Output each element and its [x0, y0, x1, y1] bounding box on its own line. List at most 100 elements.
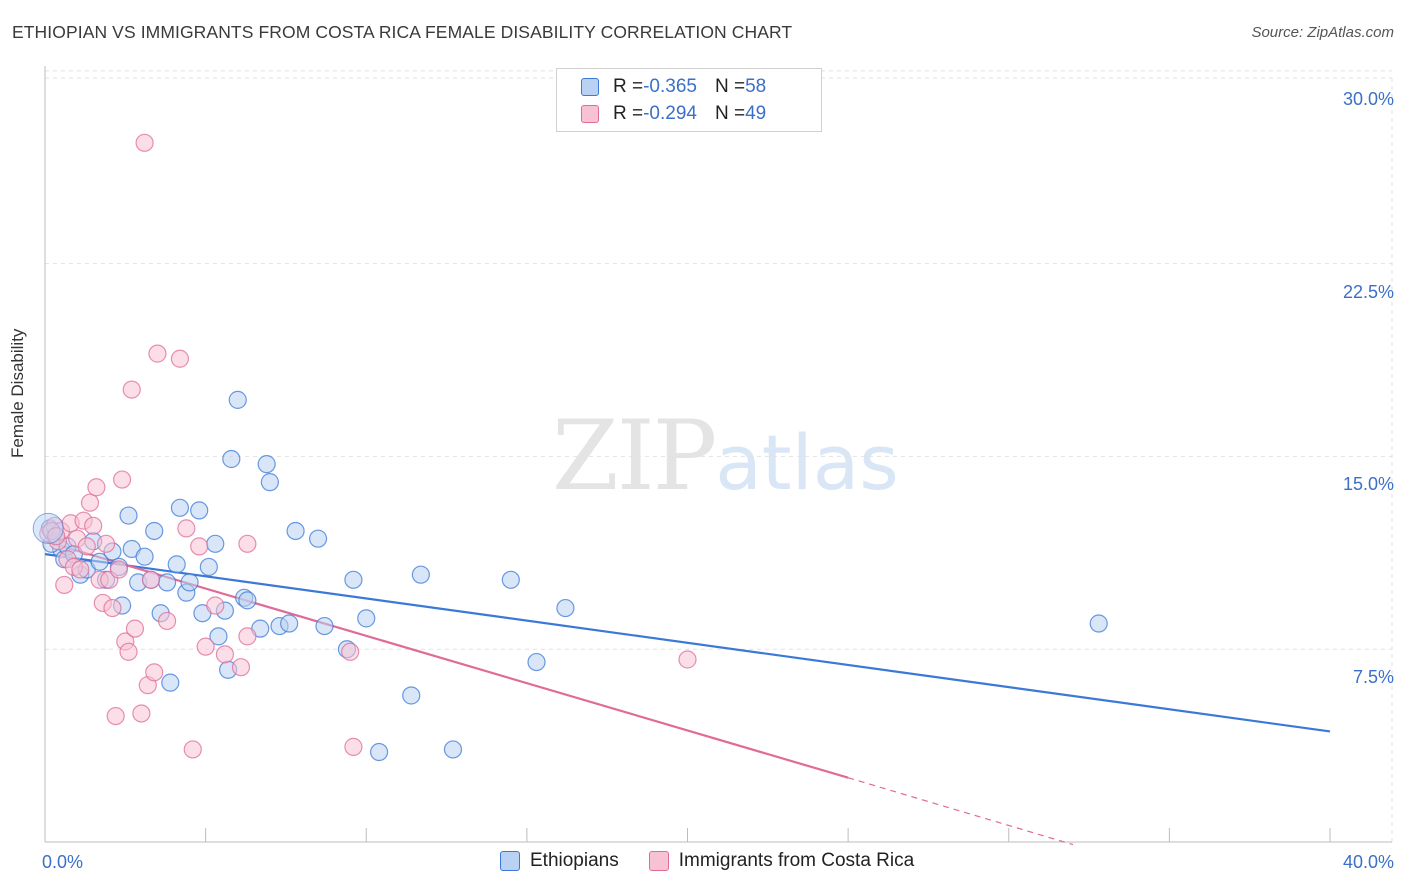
data-point — [443, 740, 463, 759]
legend-n-label: N = — [714, 76, 746, 97]
data-point — [145, 663, 164, 682]
legend-r-label: R = — [613, 103, 644, 124]
trend-extension-1 — [847, 777, 1074, 846]
data-point — [344, 570, 363, 589]
data-point — [122, 380, 141, 399]
grid-lines — [45, 70, 1393, 842]
data-point — [119, 506, 138, 525]
x-tick-label: 0.0% — [42, 852, 84, 872]
y-axis-label: Female Disability — [8, 328, 27, 458]
data-point — [183, 740, 202, 759]
y-tick-label: 7.5% — [1352, 667, 1394, 688]
data-point — [527, 652, 546, 672]
y-tick-label: 22.5% — [1342, 281, 1394, 302]
data-point — [190, 537, 209, 556]
data-point — [135, 547, 154, 566]
data-point — [71, 560, 90, 579]
data-point — [119, 642, 138, 661]
data-point — [222, 449, 241, 469]
data-point — [55, 575, 74, 595]
trend-line-1 — [44, 540, 849, 779]
data-point — [402, 686, 421, 705]
data-point — [678, 650, 697, 669]
data-point — [501, 570, 520, 589]
data-point — [206, 534, 225, 553]
legend-row-ethiopians: R = -0.365 N = 58 — [581, 74, 766, 100]
data-point — [315, 616, 334, 636]
data-point — [206, 596, 225, 615]
legend-n-label: N = — [714, 103, 746, 124]
data-point — [199, 557, 218, 577]
data-point — [260, 473, 279, 492]
chart-title: ETHIOPIAN VS IMMIGRANTS FROM COSTA RICA … — [12, 22, 793, 42]
legend-r-label: R = — [613, 76, 644, 97]
data-point — [370, 742, 389, 762]
legend-swatch-pink — [648, 851, 669, 871]
trend-lines — [44, 540, 1331, 846]
data-point — [84, 516, 103, 535]
data-point — [90, 552, 109, 571]
watermark-zip: ZIP — [552, 400, 717, 512]
data-point — [170, 498, 190, 517]
legend-swatch-pink — [581, 105, 599, 123]
data-point — [180, 573, 199, 592]
series-1 — [39, 133, 697, 759]
legend-item-costa-rica: Immigrants from Costa Rica — [648, 850, 915, 872]
data-point-cluster — [32, 512, 64, 544]
data-point — [77, 537, 96, 556]
legend-swatch-blue — [500, 851, 520, 871]
y-tick-label: 15.0% — [1342, 474, 1394, 495]
legend-r-value: -0.365 — [643, 76, 697, 97]
watermark-atlas: atlas — [715, 418, 899, 507]
data-point — [161, 673, 180, 692]
data-point — [112, 470, 132, 489]
trend-line-0 — [44, 553, 1331, 733]
data-point — [411, 565, 430, 584]
axes — [44, 66, 1392, 843]
legend-row-costa-rica: R = -0.294 N = 49 — [581, 101, 766, 127]
data-point — [209, 627, 228, 646]
data-point — [103, 598, 122, 618]
stats-legend: R = -0.365 N = 58 R = -0.294 N = 49 — [556, 68, 822, 132]
data-point — [167, 555, 186, 574]
data-point — [80, 493, 100, 512]
source-credit: Source: ZipAtlas.com — [1251, 24, 1394, 41]
data-point — [157, 611, 177, 631]
data-point — [132, 704, 151, 723]
data-point — [96, 534, 116, 553]
data-point — [190, 501, 209, 520]
series-legend: Ethiopians Immigrants from Costa Rica — [500, 850, 944, 872]
y-tick-label: 30.0% — [1342, 88, 1394, 109]
data-point — [145, 521, 164, 541]
data-point — [157, 573, 177, 592]
data-point — [1089, 614, 1108, 633]
data-point — [215, 645, 234, 664]
data-point — [280, 614, 299, 633]
data-point — [286, 521, 305, 541]
data-point — [109, 560, 128, 579]
legend-label-ethiopians: Ethiopians — [530, 850, 619, 871]
legend-label-costa-rica: Immigrants from Costa Rica — [678, 850, 915, 871]
data-points — [32, 133, 1108, 762]
data-point — [141, 570, 161, 589]
data-point — [87, 478, 106, 497]
data-point — [341, 642, 360, 661]
legend-item-ethiopians: Ethiopians — [500, 850, 619, 872]
data-point — [238, 591, 257, 610]
watermark: ZIPatlas — [552, 400, 899, 512]
legend-n-value: 58 — [745, 76, 767, 97]
data-point — [148, 344, 167, 363]
data-point — [231, 658, 251, 677]
data-point — [238, 627, 257, 646]
legend-r-value: -0.294 — [643, 103, 697, 124]
data-point — [556, 598, 575, 618]
data-point — [228, 390, 247, 409]
data-point — [308, 529, 328, 548]
data-point — [106, 706, 125, 726]
data-point — [196, 637, 215, 656]
legend-swatch-blue — [581, 78, 599, 96]
data-point — [344, 737, 363, 756]
x-tick-label: 40.0% — [1342, 852, 1394, 872]
data-point — [257, 455, 276, 474]
